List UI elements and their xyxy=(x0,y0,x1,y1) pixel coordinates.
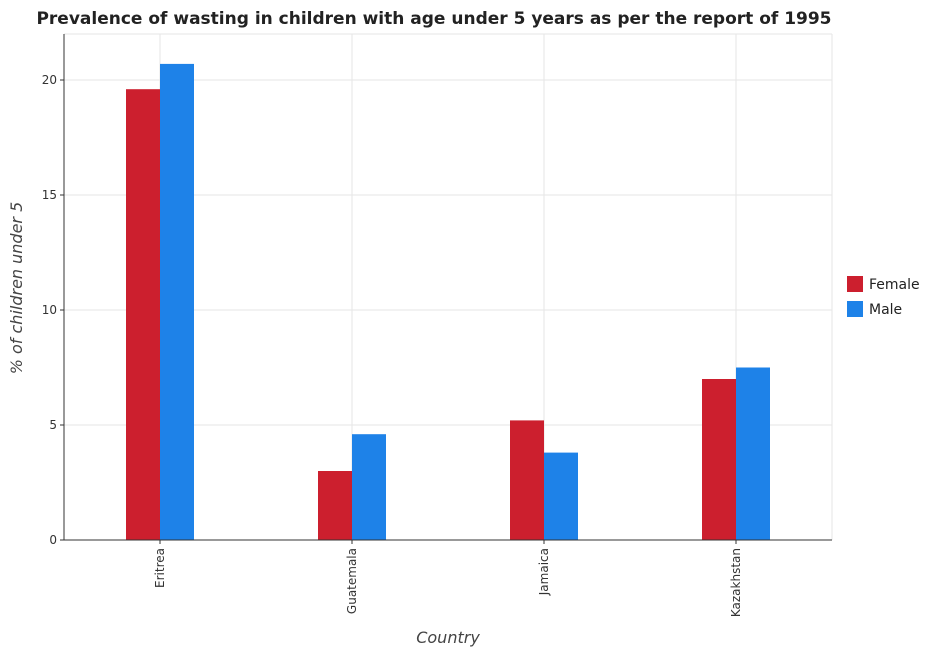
y-axis-label: % of children under 5 xyxy=(7,202,26,375)
bar-male-guatemala: 4.6 xyxy=(352,434,386,540)
bar-female-jamaica: 5.2 xyxy=(510,420,544,540)
x-axis-label: Country xyxy=(416,628,480,647)
bar-female-kazakhstan: 7 xyxy=(702,379,736,540)
legend-swatch-male xyxy=(847,301,863,317)
x-tick-label: Guatemala xyxy=(345,548,359,614)
y-tick-label: 20 xyxy=(42,73,57,87)
legend-label-male: Male xyxy=(869,302,902,318)
y-tick-label: 5 xyxy=(49,418,57,432)
x-tick-label: Jamaica xyxy=(537,548,551,596)
y-tick-label: 15 xyxy=(42,188,57,202)
y-tick-label: 10 xyxy=(42,303,57,317)
bar-male-kazakhstan: 7.5 xyxy=(736,367,770,540)
bar-female-guatemala: 3 xyxy=(318,471,352,540)
x-tick-label: Eritrea xyxy=(153,548,167,588)
bars: 19.620.7 34.6 5.23.8 77.5 xyxy=(126,63,770,541)
chart-title: Prevalence of wasting in children with a… xyxy=(36,9,831,29)
axes: Eritrea Guatemala Jamaica Kazakhstan 0 5 10 15 2… xyxy=(42,34,832,617)
legend: Female Male xyxy=(847,276,920,318)
bar-male-jamaica: 3.8 xyxy=(544,452,578,540)
y-tick-label: 0 xyxy=(49,533,57,547)
bar-male-eritrea: 20.7 xyxy=(160,63,194,541)
x-tick-label: Kazakhstan xyxy=(729,548,743,617)
legend-label-female: Female xyxy=(869,277,920,293)
bar-female-eritrea: 19.6 xyxy=(126,89,160,540)
legend-swatch-female xyxy=(847,276,863,292)
